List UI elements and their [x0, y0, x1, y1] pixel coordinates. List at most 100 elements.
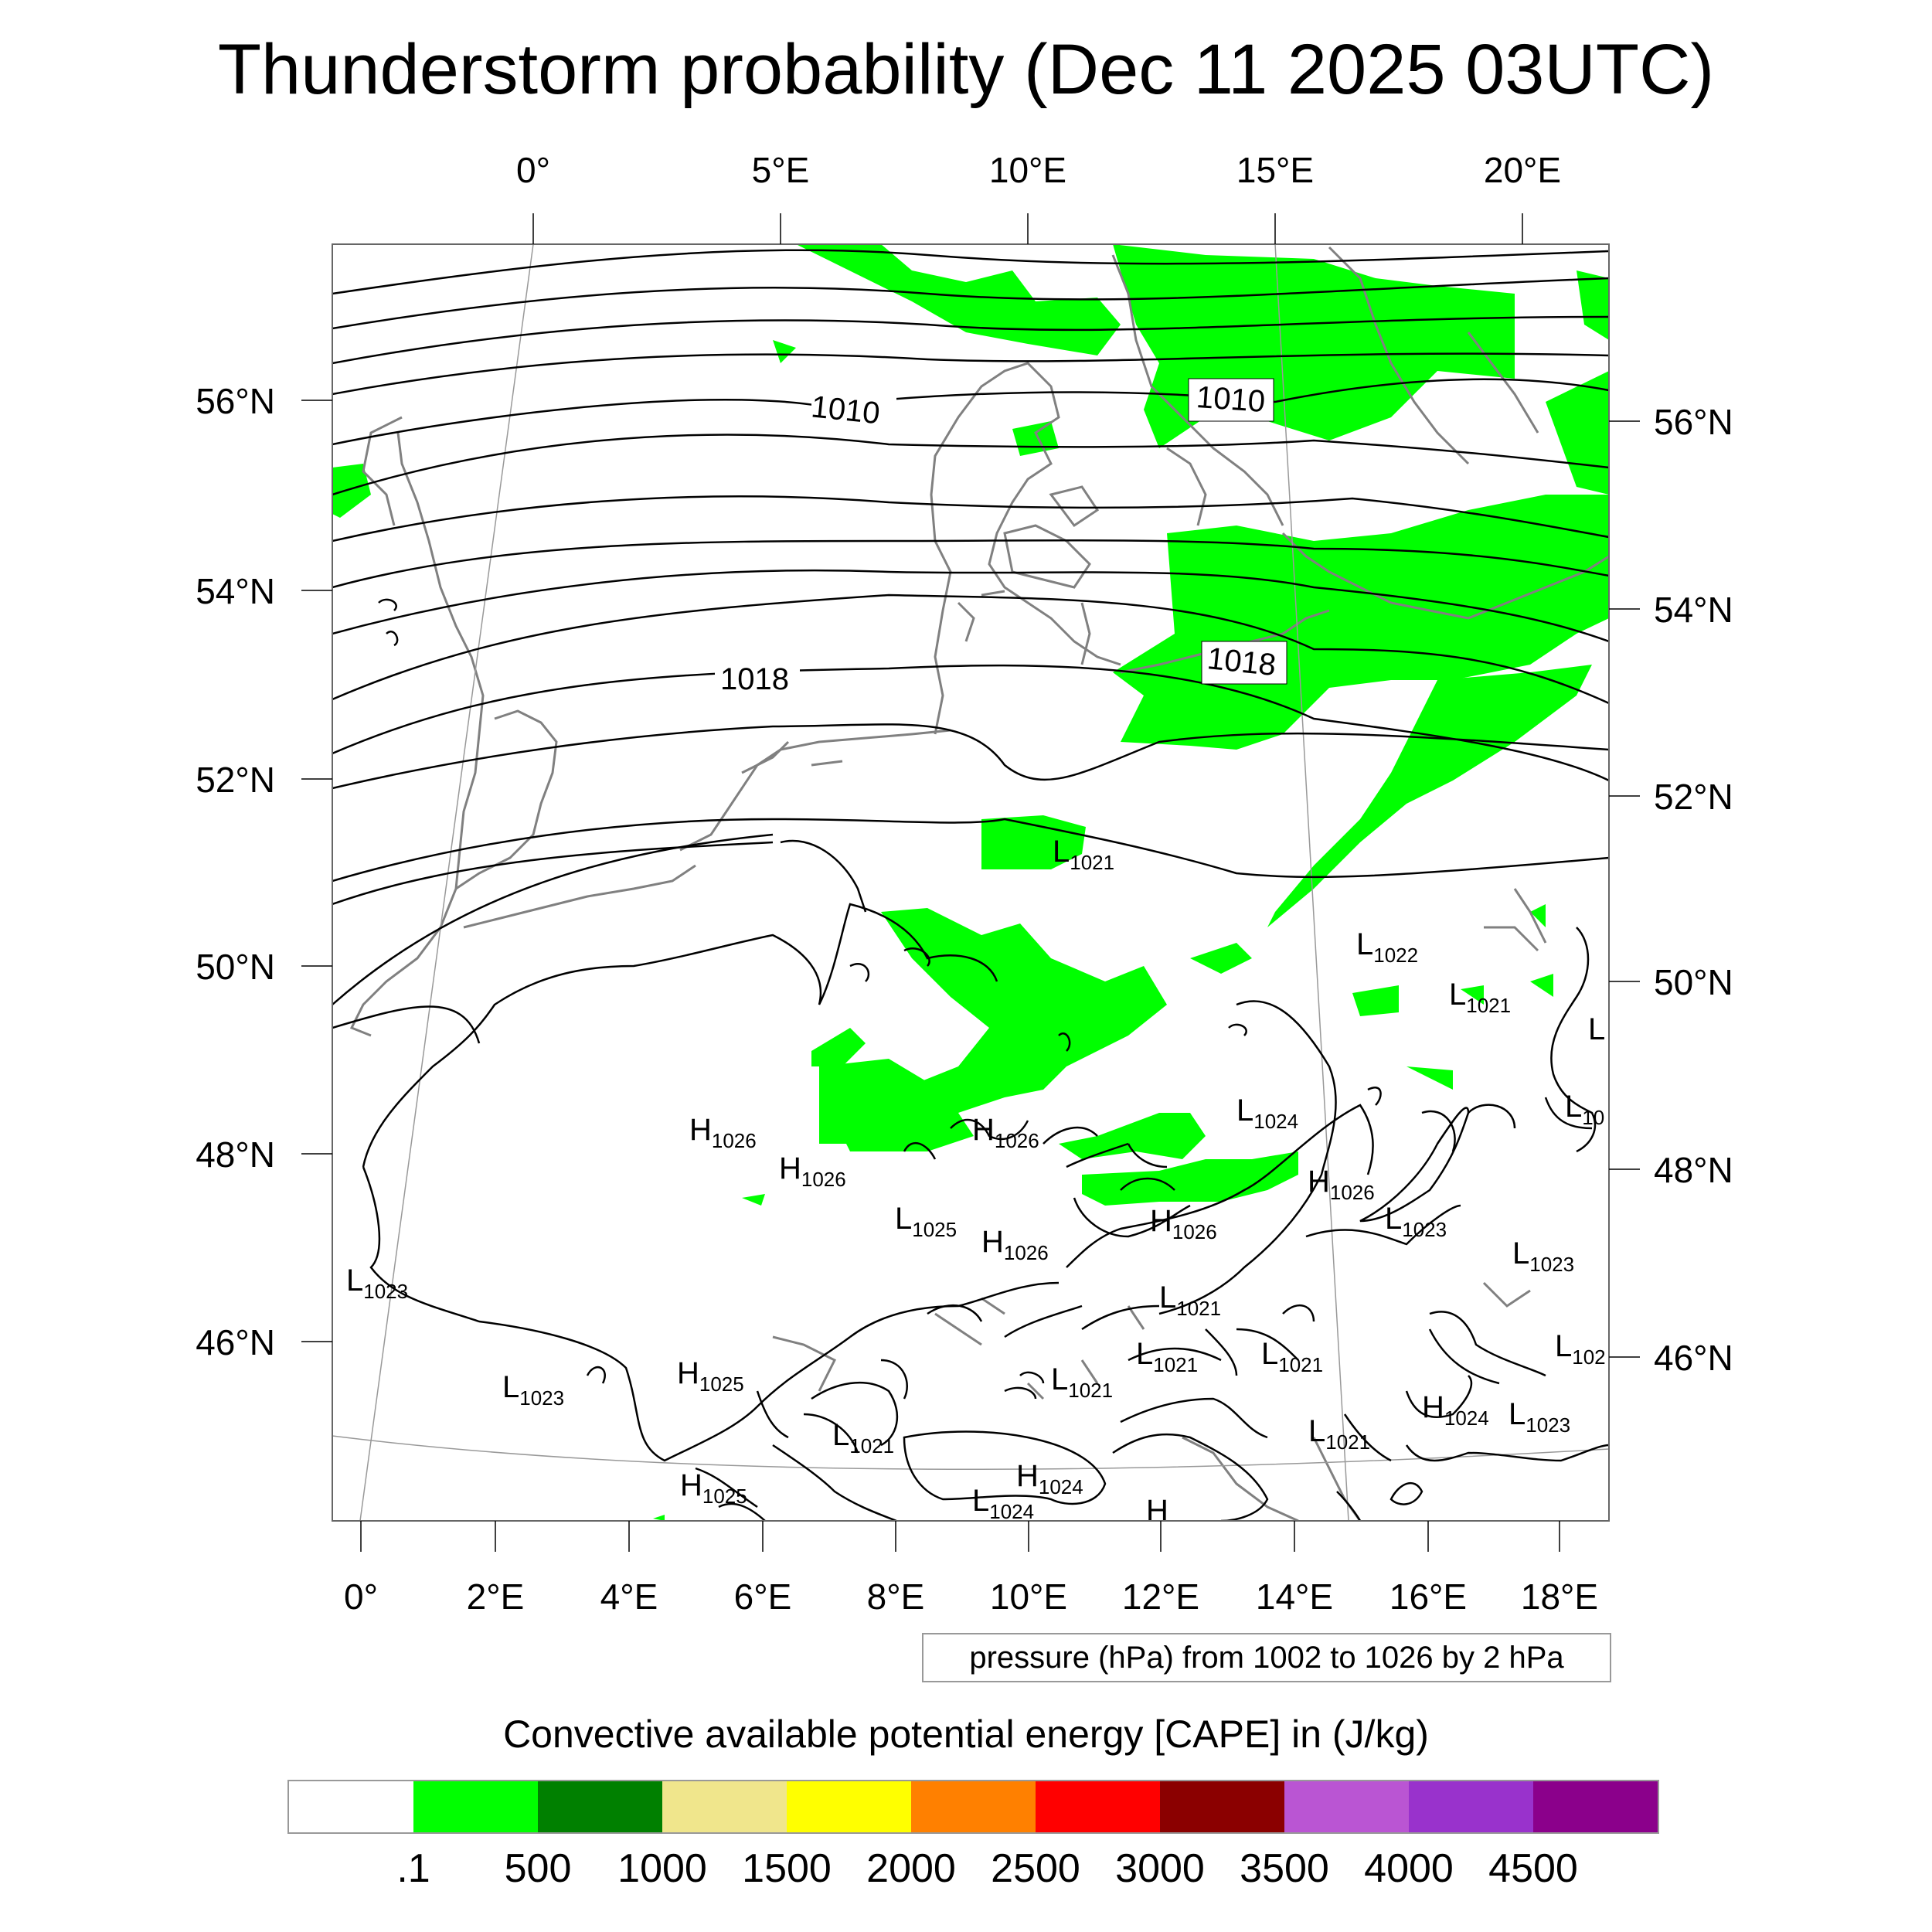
colorbar-label: 1500: [742, 1846, 832, 1891]
cape-areas: [332, 244, 1609, 1521]
center-letter: L: [1565, 1090, 1582, 1124]
svg-text:L1021: L1021: [1261, 1337, 1323, 1376]
center-letter: L: [1512, 1236, 1529, 1270]
isobars: [332, 249, 1609, 1044]
center-value: 1023: [1402, 1218, 1447, 1241]
svg-text:L1021: L1021: [1449, 978, 1511, 1017]
center-value: 1021: [1176, 1297, 1221, 1320]
svg-text:L1024: L1024: [1236, 1094, 1298, 1133]
center-value: 1024: [1039, 1475, 1083, 1498]
center-value: 1025: [702, 1485, 747, 1508]
center-value: 1024: [989, 1500, 1034, 1523]
isobar-label-layer: 1010 1010 1018 1018: [715, 378, 1287, 701]
colorbar-label: 4000: [1364, 1846, 1454, 1891]
colorbar-cell: [911, 1781, 1036, 1832]
right-lat-label: 46°N: [1654, 1338, 1733, 1378]
center-letter: L: [1261, 1337, 1278, 1371]
center-value: 10: [1582, 1106, 1604, 1129]
svg-text:L1021: L1021: [1159, 1281, 1221, 1320]
svg-text:L1024: L1024: [972, 1484, 1034, 1523]
center-letter: L: [1385, 1202, 1402, 1236]
center-letter: H: [1146, 1494, 1168, 1528]
bottom-lon-axis: 0° 2°E 4°E 6°E 8°E 10°E 12°E 14°E 16°E 1…: [344, 1521, 1598, 1617]
center-letter: H: [972, 1113, 995, 1147]
top-lon-label: 10°E: [989, 150, 1066, 190]
colorbar-label: 1000: [617, 1846, 707, 1891]
center-value: 1021: [1466, 994, 1511, 1017]
isobar-label: 1018: [1206, 641, 1277, 682]
svg-text:L1021: L1021: [1136, 1337, 1198, 1376]
bottom-lon-label: 14°E: [1256, 1577, 1333, 1617]
center-letter: L: [346, 1264, 363, 1298]
svg-text:L10: L10: [1565, 1090, 1604, 1129]
left-lat-label: 50°N: [196, 947, 275, 987]
right-lat-label: 50°N: [1654, 962, 1733, 1002]
center-value: 1021: [1070, 851, 1114, 874]
svg-text:H1025: H1025: [680, 1468, 747, 1508]
isobar-label: 1010: [810, 389, 882, 430]
colorbar-cell: [662, 1781, 787, 1832]
colorbar-cell: [538, 1781, 662, 1832]
svg-text:L1021: L1021: [832, 1418, 894, 1458]
center-letter: L: [1236, 1094, 1253, 1128]
center-value: 1026: [801, 1168, 846, 1191]
center-value: 1021: [1278, 1353, 1323, 1376]
contour-legend: pressure (hPa) from 1002 to 1026 by 2 hP…: [922, 1633, 1611, 1682]
center-letter: L: [1588, 1012, 1605, 1046]
center-letter: L: [895, 1202, 912, 1236]
center-value: 1021: [849, 1434, 894, 1458]
colorbar-label: 3000: [1115, 1846, 1205, 1891]
center-value: 1026: [995, 1129, 1039, 1152]
center-letter: H: [1422, 1390, 1444, 1424]
svg-text:H1026: H1026: [689, 1113, 757, 1152]
pressure-contours: [362, 598, 1609, 1521]
bottom-lon-label: 8°E: [867, 1577, 925, 1617]
colorbar: [287, 1780, 1659, 1834]
center-value: 1023: [1526, 1413, 1570, 1437]
center-value: 1023: [1529, 1253, 1574, 1276]
bottom-lon-label: 6°E: [734, 1577, 792, 1617]
center-letter: L: [1051, 1362, 1068, 1396]
svg-text:H1026: H1026: [981, 1225, 1049, 1264]
bottom-lon-label: 4°E: [600, 1577, 658, 1617]
colorbar-cell: [413, 1781, 538, 1832]
center-letter: L: [1356, 927, 1373, 961]
center-value: 1024: [1253, 1110, 1298, 1133]
center-value: 1025: [699, 1372, 744, 1396]
svg-text:H1026: H1026: [1308, 1165, 1375, 1204]
bottom-lon-label: 16°E: [1389, 1577, 1467, 1617]
pressure-center-labels: L1021 L1022 L1021 L L10 H1026 H1026 H102…: [346, 835, 1606, 1528]
center-letter: L: [502, 1370, 519, 1404]
svg-text:H: H: [1146, 1494, 1168, 1528]
svg-text:L: L: [1588, 1012, 1605, 1046]
center-letter: L: [1555, 1329, 1572, 1363]
svg-text:L1022: L1022: [1356, 927, 1418, 967]
colorbar-cell: [787, 1781, 911, 1832]
colorbar-label: 2500: [991, 1846, 1080, 1891]
bottom-lon-label: 2°E: [467, 1577, 525, 1617]
svg-text:H1024: H1024: [1016, 1459, 1083, 1498]
svg-text:L1023: L1023: [346, 1264, 408, 1303]
center-value: 1026: [1172, 1220, 1217, 1243]
center-letter: L: [832, 1418, 849, 1452]
svg-text:L1023: L1023: [1385, 1202, 1447, 1241]
center-letter: H: [779, 1151, 801, 1185]
top-lon-label: 20°E: [1484, 150, 1561, 190]
bottom-lon-label: 12°E: [1122, 1577, 1199, 1617]
left-lat-label: 48°N: [196, 1134, 275, 1175]
center-value: 1021: [1068, 1379, 1113, 1402]
svg-text:L1023: L1023: [502, 1370, 564, 1410]
left-lat-label: 54°N: [196, 571, 275, 611]
svg-text:H1025: H1025: [677, 1356, 744, 1396]
svg-text:L1021: L1021: [1051, 1362, 1113, 1402]
left-lat-label: 56°N: [196, 381, 275, 421]
colorbar-title: Convective available potential energy [C…: [503, 1713, 1429, 1756]
colorbar-cell: [1533, 1781, 1658, 1832]
left-lat-label: 52°N: [196, 760, 275, 800]
left-lat-label: 46°N: [196, 1322, 275, 1362]
center-letter: L: [972, 1484, 989, 1518]
center-letter: H: [1308, 1165, 1330, 1199]
isobar-label: 1010: [1196, 380, 1267, 419]
colorbar-label: 2000: [866, 1846, 956, 1891]
